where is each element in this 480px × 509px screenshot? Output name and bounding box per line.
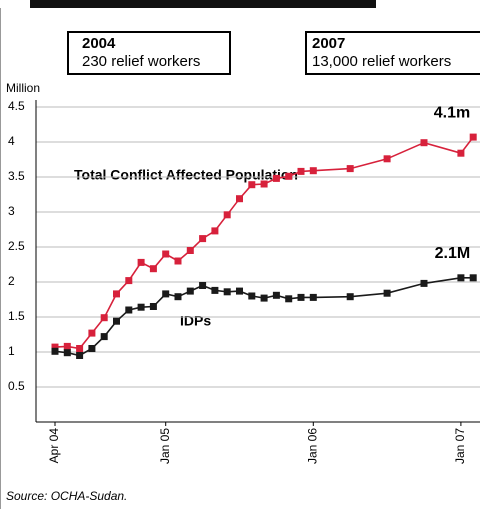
data-point (248, 181, 256, 189)
data-point (100, 314, 108, 322)
x-tick-label: Apr 04 (47, 428, 61, 464)
data-point (469, 274, 477, 282)
data-point (186, 247, 194, 254)
data-point (272, 174, 280, 182)
data-point (63, 349, 71, 357)
data-point (383, 289, 391, 297)
data-point (420, 279, 428, 287)
data-point (100, 333, 108, 341)
data-point (457, 274, 465, 282)
data-point (137, 303, 145, 311)
annotation-year: 2007 (312, 35, 345, 52)
data-point (309, 293, 317, 301)
data-point (186, 287, 194, 295)
data-point (125, 306, 133, 314)
data-point (297, 293, 305, 301)
annotation-year: 2004 (82, 35, 116, 52)
y-tick-label: 3 (8, 204, 15, 218)
annotation-text: 230 relief workers (82, 53, 200, 70)
data-point (236, 195, 243, 203)
annotation-box (305, 31, 480, 75)
title-bar (30, 0, 376, 8)
x-tick-label: Jan 07 (453, 428, 467, 464)
data-point (76, 352, 84, 359)
y-axis-label: Million (6, 81, 40, 95)
series-label: IDPs (180, 313, 211, 329)
series-label: Total Conflict Affected Population (74, 167, 298, 183)
data-point (223, 211, 231, 219)
data-point (149, 265, 157, 273)
data-point (297, 167, 305, 175)
y-tick-label: 1 (8, 344, 15, 358)
data-point (420, 139, 428, 147)
y-tick-label: 2 (8, 274, 15, 288)
data-point (260, 180, 268, 188)
data-point (162, 290, 170, 298)
data-point (223, 288, 231, 296)
data-point (272, 291, 280, 299)
data-point (88, 345, 96, 352)
data-point (63, 342, 71, 350)
data-point (211, 286, 219, 294)
data-point (113, 317, 120, 325)
data-point (285, 295, 293, 303)
y-tick-label: 1.5 (8, 309, 25, 323)
y-tick-label: 3.5 (8, 169, 25, 183)
data-point (174, 293, 182, 301)
data-point (199, 235, 207, 243)
end-label: 4.1m (434, 104, 470, 121)
data-point (199, 282, 207, 289)
data-point (125, 277, 133, 285)
y-tick-label: 2.5 (8, 239, 25, 253)
end-label: 2.1M (435, 245, 471, 262)
y-tick-label: 0.5 (8, 379, 25, 393)
data-point (51, 343, 59, 351)
data-point (309, 167, 317, 175)
data-point (260, 294, 268, 302)
data-point (346, 293, 354, 301)
data-point (76, 345, 84, 352)
data-point (285, 172, 293, 180)
y-tick-label: 4 (8, 134, 15, 148)
data-point (248, 292, 256, 300)
data-point (162, 250, 170, 258)
x-tick-label: Jan 05 (158, 428, 172, 464)
data-point (211, 227, 219, 235)
x-tick-label: Jan 06 (305, 428, 319, 464)
data-point (88, 329, 96, 337)
data-point (469, 133, 477, 141)
data-point (346, 165, 354, 173)
data-point (236, 287, 243, 295)
source: Source: OCHA-Sudan. (6, 489, 127, 503)
data-point (113, 290, 120, 298)
annotation-text: 13,000 relief workers (312, 53, 451, 70)
y-tick-label: 4.5 (8, 99, 25, 113)
data-point (383, 155, 391, 163)
data-point (137, 258, 145, 266)
data-point (457, 149, 465, 157)
annotation-box (67, 31, 231, 75)
data-point (51, 347, 59, 355)
data-point (174, 257, 182, 265)
data-point (149, 303, 157, 310)
